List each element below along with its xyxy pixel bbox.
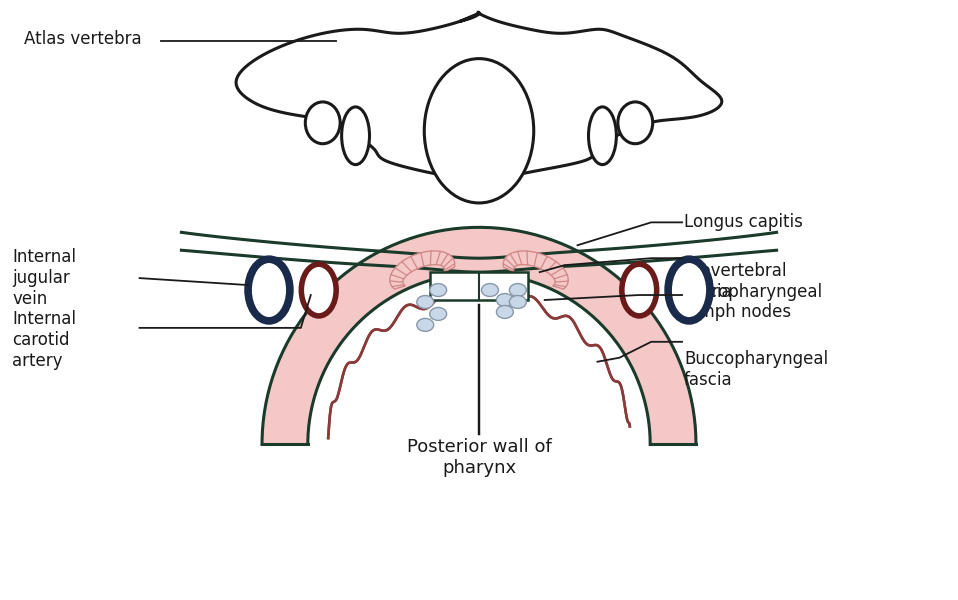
Ellipse shape <box>496 293 513 307</box>
Ellipse shape <box>588 107 616 164</box>
Ellipse shape <box>417 296 434 308</box>
Text: Internal
carotid
artery: Internal carotid artery <box>12 310 77 370</box>
Polygon shape <box>328 293 630 445</box>
Ellipse shape <box>417 319 434 331</box>
Text: Posterior wall of
pharynx: Posterior wall of pharynx <box>406 438 552 476</box>
Ellipse shape <box>256 270 282 310</box>
Text: Longus capitis: Longus capitis <box>684 214 803 232</box>
FancyBboxPatch shape <box>430 272 528 300</box>
Text: Prevertebral
fascia: Prevertebral fascia <box>684 262 787 301</box>
Ellipse shape <box>306 102 340 144</box>
Ellipse shape <box>248 259 290 321</box>
Polygon shape <box>262 227 696 445</box>
Polygon shape <box>390 251 455 289</box>
Ellipse shape <box>676 270 702 310</box>
Text: Retropharyngeal
lymph nodes: Retropharyngeal lymph nodes <box>684 283 822 322</box>
Ellipse shape <box>668 259 710 321</box>
Text: Internal
jugular
vein: Internal jugular vein <box>12 248 77 308</box>
Ellipse shape <box>430 284 446 296</box>
Ellipse shape <box>308 274 330 306</box>
Ellipse shape <box>622 264 656 316</box>
Ellipse shape <box>510 284 526 296</box>
Ellipse shape <box>430 307 446 320</box>
Polygon shape <box>236 12 722 176</box>
Ellipse shape <box>302 264 336 316</box>
Ellipse shape <box>628 274 650 306</box>
Text: Atlas vertebra: Atlas vertebra <box>24 30 142 48</box>
Ellipse shape <box>618 102 652 144</box>
Ellipse shape <box>496 305 513 319</box>
Ellipse shape <box>342 107 370 164</box>
Ellipse shape <box>424 59 534 203</box>
Polygon shape <box>503 251 568 289</box>
Ellipse shape <box>510 296 526 308</box>
Text: Buccopharyngeal
fascia: Buccopharyngeal fascia <box>684 350 828 389</box>
Ellipse shape <box>482 284 498 296</box>
